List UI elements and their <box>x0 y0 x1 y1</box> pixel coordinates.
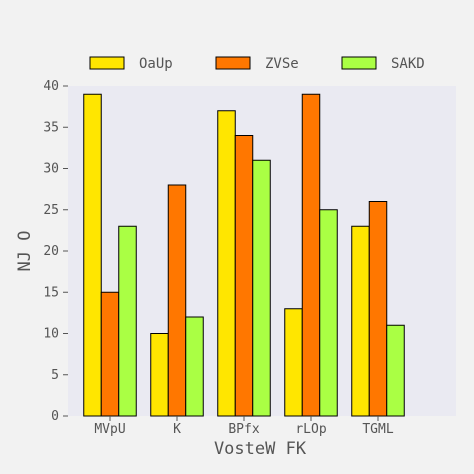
x-tick-label: K <box>173 422 181 437</box>
legend-swatch-ZVSe <box>215 56 251 70</box>
bar-ZVSe-rLOp <box>301 93 321 417</box>
x-axis-ticks: MVpU K BPfx rLOp TGML <box>94 416 394 437</box>
x-tick-label: BPfx <box>228 422 259 437</box>
bar-ZVSe-K <box>167 184 187 417</box>
y-tick-label: 5 <box>51 368 59 383</box>
y-tick-label: 35 <box>43 120 59 135</box>
legend-swatch-SAKD <box>341 56 377 70</box>
y-tick-label: 0 <box>51 409 59 424</box>
bar-OaUp-BPfx <box>217 110 236 417</box>
legend-label: OaUp <box>139 56 173 72</box>
bar-SAKD-MVpU <box>118 225 137 417</box>
bar-ZVSe-BPfx <box>234 135 254 417</box>
bars-group <box>83 93 405 417</box>
y-axis-title: NJ O <box>15 231 35 272</box>
legend-label: ZVSe <box>265 56 299 72</box>
x-tick-label: TGML <box>362 422 393 437</box>
bar-OaUp-rLOp <box>284 308 303 417</box>
bar-SAKD-TGML <box>386 324 405 417</box>
legend-label: SAKD <box>391 56 425 72</box>
bar-SAKD-BPfx <box>252 159 271 417</box>
x-tick-label: rLOp <box>295 422 326 437</box>
y-tick-label: 15 <box>43 285 59 300</box>
y-tick-label: 25 <box>43 203 59 218</box>
bar-ZVSe-TGML <box>368 201 388 417</box>
bar-SAKD-rLOp <box>319 209 338 417</box>
bar-SAKD-K <box>185 316 204 417</box>
y-tick-label: 10 <box>43 327 59 342</box>
bar-OaUp-K <box>150 333 169 417</box>
legend-swatch-OaUp <box>89 56 125 70</box>
y-tick-label: 20 <box>43 244 59 259</box>
bar-OaUp-MVpU <box>83 93 102 417</box>
y-tick-label: 40 <box>43 79 59 94</box>
x-tick-label: MVpU <box>94 422 125 437</box>
bar-ZVSe-MVpU <box>100 291 120 417</box>
bar-OaUp-TGML <box>351 225 370 417</box>
x-axis-title: VosteW FK <box>214 439 307 459</box>
y-tick-label: 30 <box>43 162 59 177</box>
y-axis-ticks: 0 5 10 15 20 25 30 35 40 <box>43 79 68 424</box>
legend: OaUp ZVSe SAKD <box>89 56 425 72</box>
